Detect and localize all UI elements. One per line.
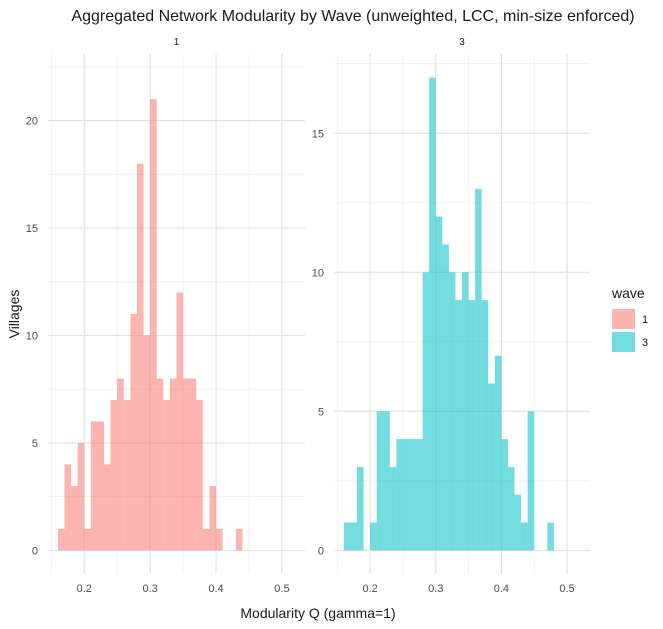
bar-wave-3 [429, 77, 436, 551]
facet-strip-label: 1 [174, 37, 180, 48]
bar-wave-3 [343, 522, 351, 551]
bar-wave-1 [202, 528, 210, 551]
x-tick-label: 0.2 [362, 583, 377, 595]
bar-wave-3 [494, 355, 502, 551]
bar-wave-3 [455, 300, 462, 551]
bar-wave-1 [136, 163, 144, 551]
bar-wave-3 [409, 439, 417, 551]
x-tick-label: 0.4 [494, 583, 509, 595]
bar-wave-3 [501, 439, 508, 551]
y-tick-label: 5 [32, 438, 38, 450]
bar-wave-1 [216, 528, 223, 551]
bar-wave-1 [77, 442, 85, 551]
y-tick-label: 5 [318, 406, 324, 418]
legend-label: 3 [642, 337, 648, 349]
bar-wave-1 [71, 485, 78, 551]
bar-wave-3 [521, 522, 528, 551]
x-tick-label: 0.2 [77, 583, 92, 595]
bar-wave-1 [196, 399, 203, 551]
bar-wave-1 [143, 335, 151, 551]
bar-wave-1 [90, 421, 98, 551]
bar-wave-3 [383, 411, 390, 551]
bar-wave-1 [169, 378, 177, 551]
bar-wave-3 [475, 188, 482, 551]
y-axis-title: Villages [6, 290, 22, 339]
bar-wave-1 [84, 528, 91, 551]
bar-wave-3 [370, 522, 377, 551]
bar-wave-3 [402, 439, 410, 551]
bar-wave-1 [176, 292, 184, 551]
bar-wave-3 [507, 466, 515, 551]
bar-wave-1 [235, 528, 243, 551]
bar-wave-1 [156, 378, 164, 551]
x-tick-label: 0.3 [142, 583, 157, 595]
bar-wave-3 [462, 272, 469, 551]
x-tick-label: 0.5 [274, 583, 289, 595]
panel-wave-1 [48, 54, 305, 574]
bar-wave-1 [57, 528, 65, 551]
bar-wave-3 [396, 439, 403, 551]
bar-wave-1 [110, 399, 118, 551]
bar-wave-3 [488, 383, 495, 551]
bar-wave-3 [389, 466, 397, 551]
bar-wave-1 [183, 378, 190, 551]
x-tick-label: 0.5 [559, 583, 574, 595]
bar-wave-3 [527, 411, 535, 551]
panel-wave-3 [334, 54, 590, 574]
y-tick-label: 15 [312, 128, 324, 140]
bar-wave-1 [104, 464, 111, 551]
bar-wave-3 [356, 466, 364, 551]
legend-swatch-wave-1 [612, 309, 635, 329]
bar-wave-3 [422, 272, 430, 551]
bar-wave-3 [481, 300, 489, 551]
x-tick-label: 0.4 [208, 583, 223, 595]
y-tick-label: 0 [318, 545, 324, 557]
bar-wave-1 [130, 314, 137, 551]
bar-wave-1 [64, 464, 72, 551]
bar-wave-3 [468, 300, 476, 551]
legend-title: wave [611, 285, 645, 301]
bar-wave-3 [514, 494, 522, 551]
bar-wave-3 [350, 522, 357, 551]
facet-strip-label: 3 [459, 37, 465, 48]
bar-wave-3 [376, 411, 384, 551]
y-tick-label: 0 [32, 545, 38, 557]
bar-wave-3 [448, 272, 456, 551]
y-tick-label: 15 [26, 223, 38, 235]
bar-wave-3 [547, 522, 554, 551]
x-tick-label: 0.3 [428, 583, 443, 595]
legend-swatch-wave-3 [612, 332, 635, 352]
bar-wave-1 [163, 399, 170, 551]
bar-wave-1 [150, 99, 157, 551]
bar-wave-1 [189, 378, 197, 551]
legend-label: 1 [642, 314, 648, 326]
bar-wave-3 [416, 439, 423, 551]
bar-wave-1 [117, 378, 124, 551]
bar-wave-1 [123, 399, 131, 551]
y-tick-label: 10 [26, 330, 38, 342]
bar-wave-1 [97, 421, 105, 551]
y-tick-label: 10 [312, 267, 324, 279]
x-axis-title: Modularity Q (gamma=1) [240, 605, 395, 621]
y-tick-label: 20 [26, 116, 38, 128]
bar-wave-3 [442, 244, 449, 551]
bar-wave-3 [435, 216, 443, 551]
legend [612, 309, 635, 352]
chart-title: Aggregated Network Modularity by Wave (u… [71, 8, 634, 25]
bar-wave-1 [209, 485, 217, 551]
